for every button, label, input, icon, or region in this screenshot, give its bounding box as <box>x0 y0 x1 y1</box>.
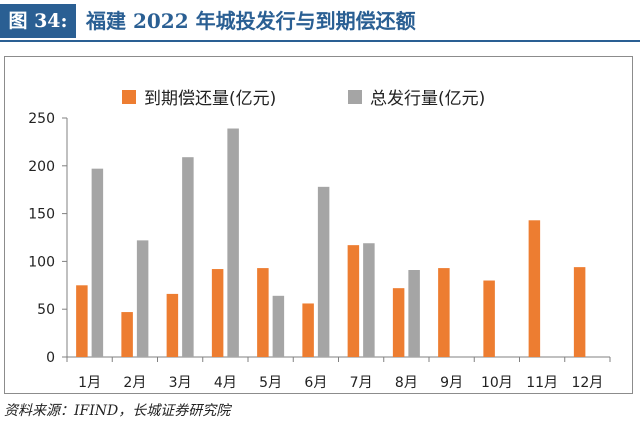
y-tick-label: 100 <box>28 254 55 270</box>
bar-repayment <box>257 268 269 357</box>
bar-issuance <box>272 295 285 357</box>
bar-repayment <box>347 245 360 357</box>
bar-repayment <box>573 267 586 357</box>
x-tick-label: 12月 <box>571 375 603 391</box>
title-divider <box>0 40 640 42</box>
x-tick-label: 3月 <box>169 375 192 391</box>
x-tick-label: 6月 <box>304 375 327 391</box>
bar-repayment <box>392 288 405 357</box>
y-tick-label: 50 <box>37 302 55 318</box>
y-tick-label: 0 <box>46 350 55 366</box>
bar-issuance <box>227 128 239 357</box>
legend-swatch-issuance <box>348 90 362 104</box>
legend-label-repayment: 到期偿还量(亿元) <box>144 89 276 109</box>
y-tick-label: 200 <box>28 159 55 175</box>
bar-repayment <box>76 285 88 357</box>
bar-repayment <box>211 269 224 357</box>
x-tick-label: 7月 <box>350 375 373 391</box>
bar-repayment <box>483 280 495 357</box>
bar-issuance <box>317 186 330 357</box>
bar-issuance <box>363 243 375 357</box>
x-tick-label: 1月 <box>78 375 101 391</box>
bar-repayment <box>302 303 314 357</box>
legend-label-issuance: 总发行量(亿元) <box>370 89 485 109</box>
x-tick-label: 2月 <box>123 375 146 391</box>
bar-issuance <box>136 240 149 357</box>
source-note: 资料来源：IFIND，长城证券研究院 <box>4 403 231 419</box>
bar-issuance <box>91 168 104 357</box>
y-tick-label: 150 <box>28 207 55 223</box>
x-tick-label: 5月 <box>259 375 282 391</box>
bar-repayment <box>121 312 133 357</box>
x-tick-label: 10月 <box>481 375 513 391</box>
chart-frame <box>4 56 633 394</box>
bar-issuance <box>182 157 194 357</box>
bar-repayment <box>528 220 541 357</box>
x-tick-label: 11月 <box>526 375 558 391</box>
bar-repayment <box>438 268 450 357</box>
y-tick-label: 250 <box>28 111 55 127</box>
legend-swatch-repayment <box>122 90 136 104</box>
x-tick-label: 9月 <box>440 375 463 391</box>
x-tick-label: 4月 <box>214 375 237 391</box>
figure-title: 福建 2022 年城投发行与到期偿还额 <box>86 9 416 33</box>
bar-repayment <box>166 293 179 357</box>
figure-title-bar: 图 34: 福建 2022 年城投发行与到期偿还额 <box>0 0 640 42</box>
x-tick-label: 8月 <box>395 375 418 391</box>
bar-issuance <box>408 270 420 357</box>
figure-label: 图 34: <box>0 4 76 38</box>
